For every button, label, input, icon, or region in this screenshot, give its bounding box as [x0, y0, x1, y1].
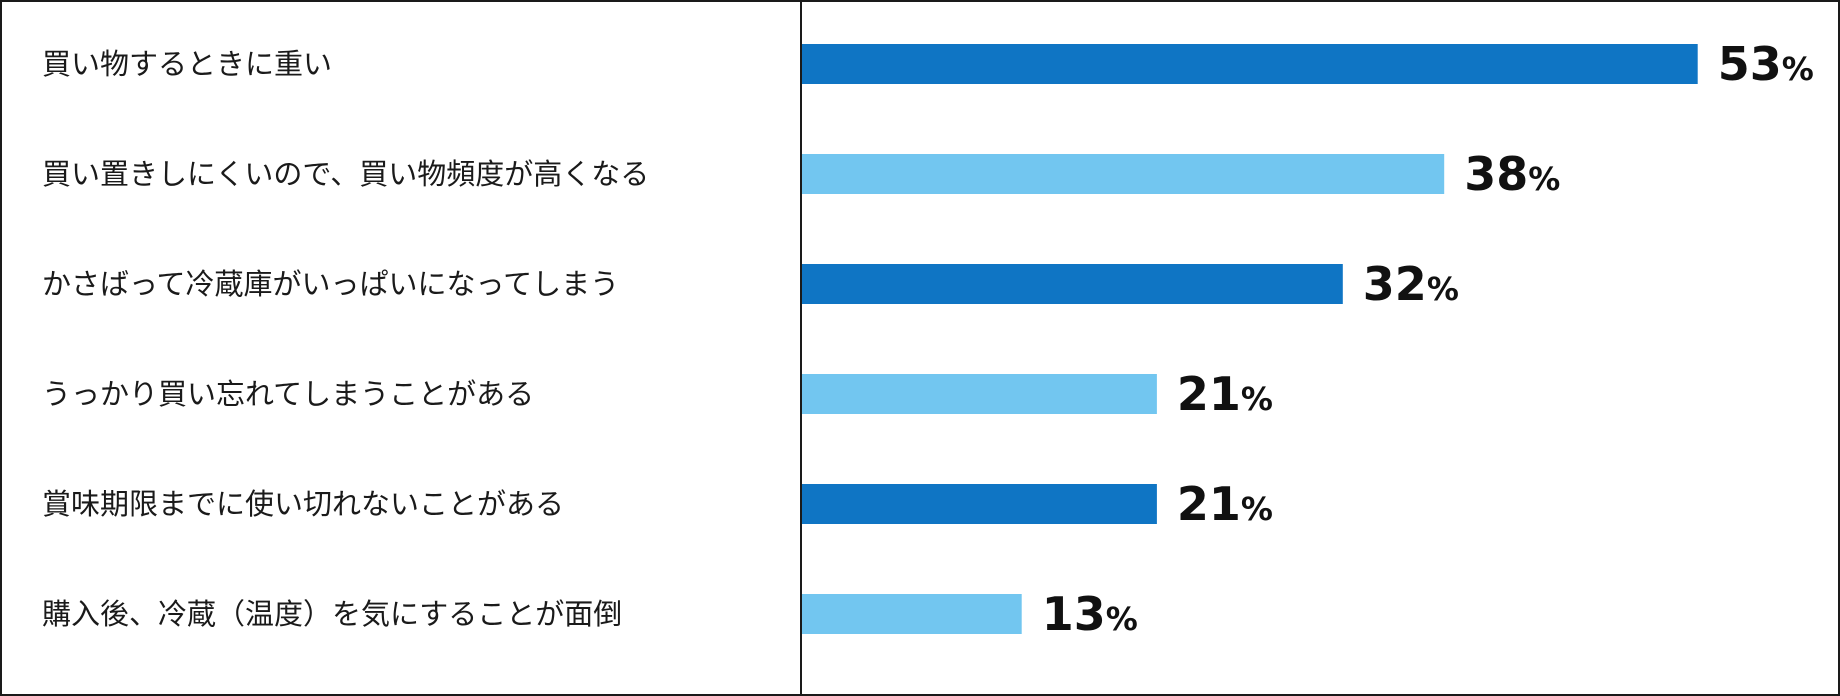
category-label: 買い物するときに重い	[42, 47, 332, 81]
data-label-unit: %	[1528, 160, 1560, 198]
category-label: 購入後、冷蔵（温度）を気にすることが面倒	[42, 597, 622, 631]
data-label-value: 53	[1718, 37, 1782, 91]
bars	[802, 44, 1698, 634]
data-label-unit: %	[1106, 600, 1138, 638]
data-label-unit: %	[1782, 50, 1814, 88]
data-label-value: 21	[1177, 367, 1241, 421]
category-label: かさばって冷蔵庫がいっぱいになってしまう	[42, 267, 619, 301]
bar	[802, 374, 1157, 414]
category-labels: 買い物するときに重い買い置きしにくいので、買い物頻度が高くなるかさばって冷蔵庫が…	[42, 47, 649, 631]
data-label: 53%	[1718, 37, 1814, 91]
data-label-value: 21	[1177, 477, 1241, 531]
bar	[802, 484, 1157, 524]
category-label: 賞味期限までに使い切れないことがある	[42, 487, 564, 521]
data-label: 21%	[1177, 367, 1273, 421]
data-label: 13%	[1042, 587, 1138, 641]
data-label-value: 32	[1363, 257, 1427, 311]
data-label-unit: %	[1427, 270, 1459, 308]
data-label: 21%	[1177, 477, 1273, 531]
bar	[802, 264, 1343, 304]
bar	[802, 44, 1698, 84]
data-label-value: 38	[1464, 147, 1528, 201]
bar	[802, 154, 1445, 194]
data-label: 32%	[1363, 257, 1459, 311]
data-label-unit: %	[1241, 380, 1273, 418]
data-label: 38%	[1464, 147, 1560, 201]
data-label-unit: %	[1241, 490, 1273, 528]
bar	[802, 594, 1022, 634]
value-labels: 53%38%32%21%21%13%	[1042, 37, 1814, 641]
category-label: 買い置きしにくいので、買い物頻度が高くなる	[42, 157, 649, 191]
data-label-value: 13	[1042, 587, 1106, 641]
category-label: うっかり買い忘れてしまうことがある	[42, 377, 534, 411]
